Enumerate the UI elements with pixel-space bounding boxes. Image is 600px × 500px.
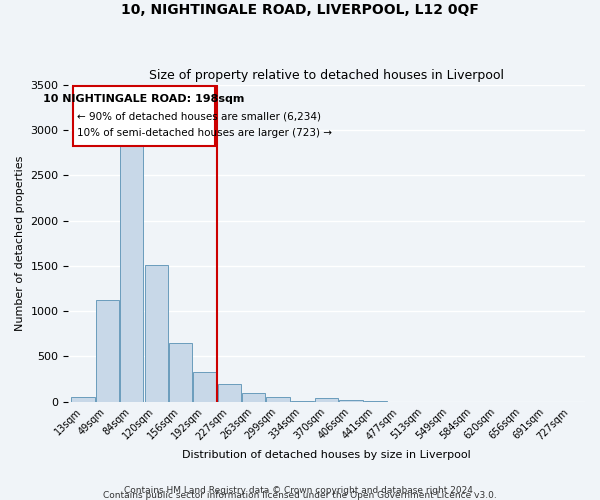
Text: Contains public sector information licensed under the Open Government Licence v3: Contains public sector information licen… [103,490,497,500]
X-axis label: Distribution of detached houses by size in Liverpool: Distribution of detached houses by size … [182,450,471,460]
FancyBboxPatch shape [73,86,215,146]
Bar [169,343,192,402]
Bar [266,397,290,402]
Bar [242,392,265,402]
Bar [364,401,387,402]
Bar [145,265,168,402]
Bar [291,401,314,402]
Y-axis label: Number of detached properties: Number of detached properties [15,156,25,331]
Bar [193,372,217,402]
Title: Size of property relative to detached houses in Liverpool: Size of property relative to detached ho… [149,69,504,82]
Text: 10% of semi-detached houses are larger (723) →: 10% of semi-detached houses are larger (… [77,128,332,138]
Bar [71,398,95,402]
Bar [218,384,241,402]
Bar [315,398,338,402]
Text: 10 NIGHTINGALE ROAD: 198sqm: 10 NIGHTINGALE ROAD: 198sqm [43,94,245,104]
Bar [340,400,362,402]
Bar [120,134,143,402]
Text: 10, NIGHTINGALE ROAD, LIVERPOOL, L12 0QF: 10, NIGHTINGALE ROAD, LIVERPOOL, L12 0QF [121,2,479,16]
Bar [96,300,119,402]
Text: ← 90% of detached houses are smaller (6,234): ← 90% of detached houses are smaller (6,… [77,112,321,122]
Text: Contains HM Land Registry data © Crown copyright and database right 2024.: Contains HM Land Registry data © Crown c… [124,486,476,495]
